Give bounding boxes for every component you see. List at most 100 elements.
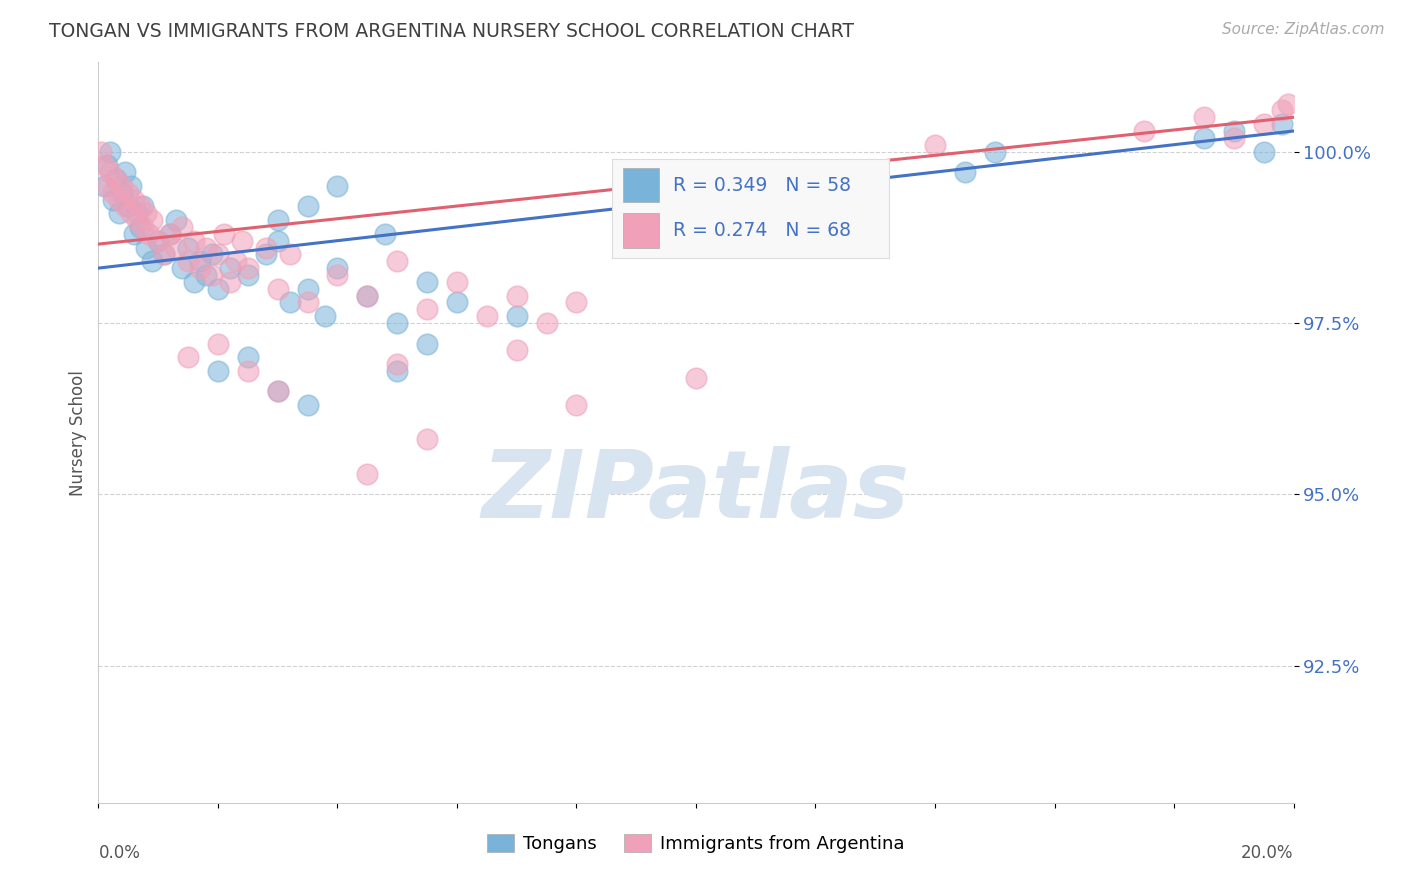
Point <box>129 199 152 213</box>
Point <box>96 178 118 193</box>
Point <box>1277 96 1299 111</box>
Point <box>236 261 259 276</box>
Point <box>124 227 146 241</box>
Point <box>385 357 409 371</box>
Point <box>172 219 194 234</box>
Point <box>207 336 229 351</box>
Point <box>177 241 200 255</box>
Point <box>148 234 170 248</box>
Point <box>117 186 139 200</box>
Point <box>236 350 259 364</box>
Point <box>236 364 259 378</box>
Point <box>1223 124 1246 138</box>
Text: TONGAN VS IMMIGRANTS FROM ARGENTINA NURSERY SCHOOL CORRELATION CHART: TONGAN VS IMMIGRANTS FROM ARGENTINA NURS… <box>49 22 855 41</box>
Point <box>297 398 319 412</box>
Point <box>416 336 439 351</box>
Text: 0.0%: 0.0% <box>98 844 141 862</box>
Point <box>165 213 187 227</box>
Point <box>745 199 768 213</box>
Point <box>1192 110 1215 124</box>
Point <box>267 384 290 399</box>
Point <box>172 261 194 276</box>
Point <box>924 137 946 152</box>
Point <box>446 295 468 310</box>
Point <box>201 247 224 261</box>
Text: R = 0.274   N = 68: R = 0.274 N = 68 <box>672 220 851 240</box>
Point <box>356 288 378 302</box>
Point <box>108 193 131 207</box>
Point <box>195 268 218 282</box>
Point <box>195 241 218 255</box>
Point <box>105 172 128 186</box>
Text: 20.0%: 20.0% <box>1241 844 1294 862</box>
Point <box>1271 103 1294 118</box>
Point <box>236 268 259 282</box>
Point <box>111 178 134 193</box>
Point <box>153 247 176 261</box>
Point <box>117 199 139 213</box>
Point <box>506 288 529 302</box>
Point <box>475 309 498 323</box>
Point <box>177 350 200 364</box>
Point <box>315 309 337 323</box>
Point <box>207 282 229 296</box>
Text: R = 0.349   N = 58: R = 0.349 N = 58 <box>672 176 851 195</box>
Point <box>183 275 205 289</box>
Point <box>93 178 115 193</box>
Point <box>326 268 349 282</box>
Point <box>416 275 439 289</box>
Point <box>138 227 160 241</box>
Point <box>219 275 242 289</box>
Point <box>114 199 136 213</box>
Point <box>416 433 439 447</box>
Point <box>1192 131 1215 145</box>
Point <box>188 261 211 276</box>
Point <box>267 282 290 296</box>
Point <box>1253 145 1275 159</box>
Point <box>984 145 1007 159</box>
Point <box>225 254 247 268</box>
Point <box>159 227 181 241</box>
Point <box>132 219 155 234</box>
FancyBboxPatch shape <box>623 213 659 248</box>
Point <box>278 295 301 310</box>
Point <box>1223 131 1246 145</box>
Point <box>148 234 170 248</box>
Point <box>129 219 152 234</box>
Point <box>124 193 146 207</box>
Text: ZIPatlas: ZIPatlas <box>482 446 910 538</box>
Point <box>98 145 122 159</box>
Point <box>506 343 529 358</box>
Point <box>565 398 588 412</box>
Point <box>120 178 142 193</box>
Point <box>111 186 134 200</box>
Point <box>93 158 115 172</box>
Point <box>374 227 396 241</box>
Point <box>141 254 163 268</box>
Point <box>212 227 235 241</box>
Point <box>278 247 301 261</box>
Point <box>1271 117 1294 131</box>
Point <box>356 467 378 481</box>
Point <box>356 288 378 302</box>
Point <box>159 227 181 241</box>
Point <box>506 309 529 323</box>
Point <box>177 254 200 268</box>
Point <box>385 364 409 378</box>
Point <box>685 178 707 193</box>
Point <box>267 213 290 227</box>
Point <box>105 172 128 186</box>
Point <box>267 234 290 248</box>
Point <box>385 316 409 330</box>
Point <box>135 241 157 255</box>
Point <box>267 384 290 399</box>
Point <box>254 241 277 255</box>
Point <box>326 261 349 276</box>
Point <box>536 316 558 330</box>
Point <box>114 165 136 179</box>
FancyBboxPatch shape <box>623 168 659 202</box>
Y-axis label: Nursery School: Nursery School <box>69 369 87 496</box>
Text: Source: ZipAtlas.com: Source: ZipAtlas.com <box>1222 22 1385 37</box>
Point <box>90 145 112 159</box>
Point <box>132 199 155 213</box>
